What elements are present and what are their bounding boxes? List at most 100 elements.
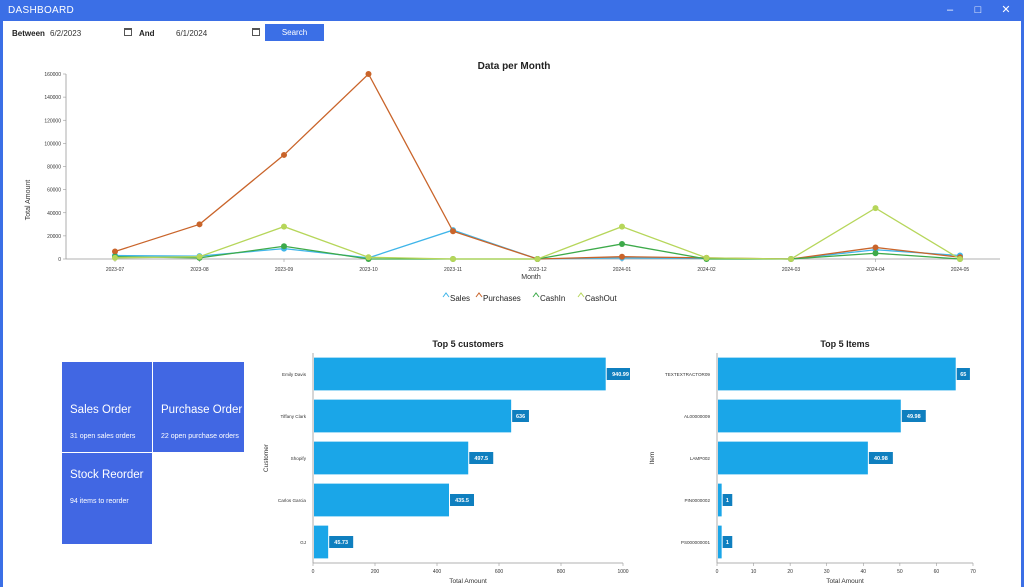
window-border-left <box>0 21 3 587</box>
category-label: GJ <box>300 540 306 545</box>
data-label: 497.5 <box>474 456 488 462</box>
y-tick-label: 140000 <box>44 95 61 101</box>
maximize-icon[interactable]: □ <box>974 4 982 16</box>
data-point <box>872 244 879 251</box>
stock-reorder-tile[interactable]: Stock Reorder 94 items to reorder <box>62 453 152 544</box>
x-tick-label: 2024-04 <box>866 267 885 273</box>
category-label: Tiffany Clark <box>280 414 306 419</box>
data-point <box>872 250 879 257</box>
x-tick-label: 10 <box>751 569 757 575</box>
x-tick-label: 2023-10 <box>359 267 378 273</box>
and-label: And <box>139 29 155 38</box>
x-tick-label: 40 <box>861 569 867 575</box>
y-tick-label: 80000 <box>47 165 61 171</box>
data-per-month-chart: Data per Month Total Amount Month 0 20000… <box>25 61 1000 303</box>
data-label-box <box>450 494 475 506</box>
x-tick-label: 0 <box>716 569 719 575</box>
start-date-input[interactable]: 6/2/2023 <box>50 29 82 38</box>
tile-title: Purchase Order <box>161 404 243 416</box>
data-point <box>957 256 963 262</box>
data-label: 940.99 <box>612 372 629 378</box>
x-axis-title: Total Amount <box>826 578 864 585</box>
series-line-cashout <box>114 207 961 260</box>
legend-label: CashIn <box>540 294 565 303</box>
y-tick-label: 100000 <box>44 141 61 147</box>
line-chart-ylabel: Total Amount <box>25 180 32 221</box>
x-tick-label: 2023-12 <box>528 267 547 273</box>
between-label: Between <box>12 29 45 38</box>
bar <box>718 399 901 433</box>
x-tick-label: 200 <box>371 569 380 575</box>
category-label: Shopify <box>291 456 307 461</box>
x-tick-label: 50 <box>897 569 903 575</box>
series-line-sales <box>114 229 961 260</box>
data-label: 40.98 <box>874 456 888 462</box>
bar-chart-title: Top 5 Items <box>820 339 869 349</box>
data-point <box>281 243 287 250</box>
x-tick-label: 2024-05 <box>951 267 970 273</box>
x-tick-label: 2023-09 <box>275 267 294 273</box>
data-point <box>450 256 456 262</box>
data-label-box <box>512 410 529 422</box>
data-label: 435.5 <box>455 498 469 504</box>
legend-label: Sales <box>450 294 470 303</box>
minimize-icon[interactable]: – <box>946 4 954 16</box>
data-point <box>619 253 625 260</box>
data-point <box>112 254 118 261</box>
bar <box>718 525 722 559</box>
x-tick-label: 30 <box>824 569 830 575</box>
data-label-box <box>606 368 630 380</box>
top-customers-chart: Top 5 customers Emily Davis 940.99 Tiffany … <box>263 339 630 585</box>
window-title: DASHBOARD <box>8 5 75 16</box>
x-tick-label: 2024-02 <box>697 267 716 273</box>
data-label-box <box>329 536 354 548</box>
legend-marker <box>442 292 450 298</box>
x-tick-label: 70 <box>970 569 976 575</box>
legend-marker <box>532 292 540 298</box>
calendar-icon[interactable] <box>124 28 132 36</box>
line-chart-xlabel: Month <box>521 274 541 281</box>
data-point <box>450 228 456 235</box>
data-label: 1 <box>726 498 729 504</box>
y-axis-title: Customer <box>263 443 270 472</box>
x-axis-title: Total Amount <box>449 578 487 585</box>
x-tick-label: 1000 <box>617 569 628 575</box>
x-tick-label: 2023-08 <box>190 267 209 273</box>
line-chart-title: Data per Month <box>478 61 551 72</box>
category-label: Emily Davis <box>282 372 307 377</box>
data-label-box <box>469 452 494 464</box>
bar <box>718 483 722 517</box>
y-tick-label: 160000 <box>44 72 61 78</box>
x-tick-label: 2023-11 <box>444 267 462 273</box>
bar <box>718 441 868 475</box>
legend-marker <box>577 292 585 298</box>
y-tick-label: 40000 <box>47 211 61 217</box>
search-button[interactable]: Search <box>265 24 324 41</box>
tile-subtitle: 31 open sales orders <box>70 433 136 440</box>
purchase-order-tile[interactable]: Purchase Order 22 open purchase orders <box>153 362 244 452</box>
close-icon[interactable]: ✕ <box>1001 4 1011 16</box>
end-date-input[interactable]: 6/1/2024 <box>176 29 208 38</box>
y-tick-label: 60000 <box>47 188 61 194</box>
x-tick-label: 0 <box>312 569 315 575</box>
y-tick-label: 0 <box>58 257 61 263</box>
sales-order-tile[interactable]: Sales Order 31 open sales orders <box>62 362 152 452</box>
data-label-box <box>901 410 926 422</box>
data-label: 65 <box>960 372 966 378</box>
legend-item: CashOut <box>577 292 617 303</box>
bar <box>314 399 512 433</box>
x-tick-label: 600 <box>495 569 504 575</box>
top-items-chart: Top 5 Items TEXTEXTRACTOR09 65 AL00000009 49… <box>649 339 976 585</box>
data-point <box>365 71 372 77</box>
category-label: AL00000009 <box>684 414 711 419</box>
category-label: Carlos Garcia <box>278 498 307 503</box>
data-point <box>281 151 287 158</box>
data-point <box>281 223 287 230</box>
tile-title: Sales Order <box>70 404 132 416</box>
window-border-right <box>1021 21 1024 587</box>
data-label: 49.98 <box>907 414 921 420</box>
x-tick-label: 2024-01 <box>613 267 632 273</box>
calendar-icon[interactable] <box>252 28 260 36</box>
category-label: LAMP002 <box>690 456 711 461</box>
legend-label: CashOut <box>585 294 617 303</box>
